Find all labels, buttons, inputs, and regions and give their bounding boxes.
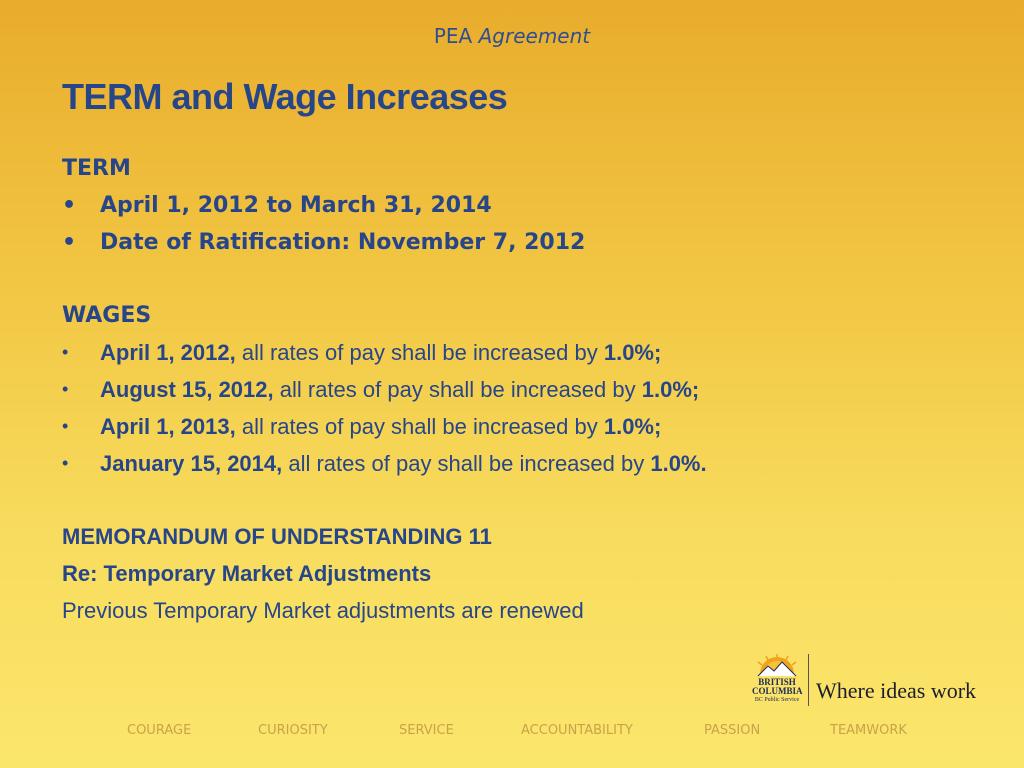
wage-item: • April 1, 2013, all rates of pay shall …: [62, 408, 707, 445]
footer-values: COURAGE CURIOSITY SERVICE ACCOUNTABILITY…: [0, 723, 1024, 743]
wage-pct: 1.0%;: [603, 414, 662, 439]
term-heading: TERM: [62, 156, 131, 181]
sun-mountain-icon: [757, 654, 797, 677]
bullet-icon: •: [62, 342, 69, 362]
wage-date: April 1, 2013,: [100, 414, 236, 439]
mou-body: Previous Temporary Market adjustments ar…: [62, 598, 584, 623]
wage-date: April 1, 2012,: [100, 340, 236, 365]
wage-item-text: April 1, 2012, all rates of pay shall be…: [100, 334, 661, 371]
wage-item-text: August 15, 2012, all rates of pay shall …: [100, 371, 699, 408]
logo-divider: [808, 654, 809, 706]
mou-subheading: Re: Temporary Market Adjustments: [62, 561, 432, 586]
wage-desc: all rates of pay shall be increased by: [235, 414, 604, 439]
footer-value: CURIOSITY: [258, 723, 328, 738]
wage-pct: 1.0%;: [603, 340, 662, 365]
wage-pct: 1.0%;: [641, 377, 700, 402]
footer-value: SERVICE: [399, 723, 454, 738]
wage-desc: all rates of pay shall be increased by: [235, 340, 604, 365]
wage-item-text: April 1, 2013, all rates of pay shall be…: [100, 408, 661, 445]
logo-wordmark: BRITISH COLUMBIA BC Public Service: [752, 677, 803, 704]
term-section: TERM • April 1, 2012 to March 31, 2014 •…: [62, 150, 585, 261]
wage-item: • August 15, 2012, all rates of pay shal…: [62, 371, 707, 408]
logo-tagline: Where ideas work: [816, 678, 977, 703]
slide-title: TERM and Wage Increases: [62, 76, 508, 117]
term-item-text: Date of Ratification: November 7, 2012: [100, 230, 586, 255]
wage-item-text: January 15, 2014, all rates of pay shall…: [100, 445, 707, 482]
footer-value: COURAGE: [127, 723, 192, 738]
bullet-icon: •: [62, 193, 77, 218]
footer-value: ACCOUNTABILITY: [521, 723, 633, 738]
header-title: PEA Agreement: [0, 24, 1024, 48]
bullet-icon: •: [62, 416, 69, 436]
wage-item: • January 15, 2014, all rates of pay sha…: [62, 445, 707, 482]
bullet-icon: •: [62, 379, 69, 399]
wage-pct: 1.0%.: [650, 451, 707, 476]
wage-date: January 15, 2014,: [100, 451, 283, 476]
mou-heading: MEMORANDUM OF UNDERSTANDING 11: [62, 524, 492, 549]
mou-section: MEMORANDUM OF UNDERSTANDING 11 Re: Tempo…: [62, 518, 584, 629]
wage-date: August 15, 2012,: [100, 377, 274, 402]
wages-section: WAGES • April 1, 2012, all rates of pay …: [62, 298, 707, 482]
bc-public-service-logo: BRITISH COLUMBIA BC Public Service Where…: [752, 652, 984, 708]
footer-value: TEAMWORK: [830, 723, 907, 738]
term-item: • Date of Ratification: November 7, 2012: [62, 224, 585, 261]
bullet-icon: •: [62, 453, 69, 473]
footer-value: PASSION: [704, 723, 761, 738]
bullet-icon: •: [62, 230, 77, 255]
wages-heading: WAGES: [62, 303, 152, 328]
header-prefix: PEA: [433, 24, 473, 48]
wage-item: • April 1, 2012, all rates of pay shall …: [62, 334, 707, 371]
term-item-text: April 1, 2012 to March 31, 2014: [100, 193, 492, 218]
term-item: • April 1, 2012 to March 31, 2014: [62, 187, 585, 224]
wage-desc: all rates of pay shall be increased by: [282, 451, 651, 476]
wage-desc: all rates of pay shall be increased by: [273, 377, 642, 402]
header-emph: Agreement: [478, 24, 591, 48]
